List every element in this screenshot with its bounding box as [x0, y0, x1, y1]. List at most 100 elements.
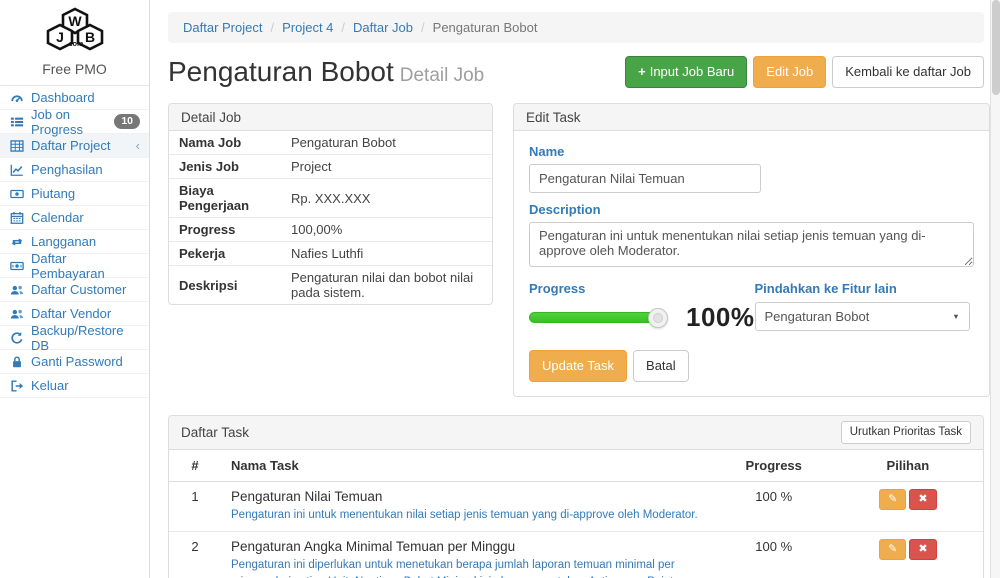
description-label: Description — [529, 202, 601, 217]
move-feature-label: Pindahkan ke Fitur lain — [754, 281, 897, 296]
progress-slider[interactable] — [529, 307, 668, 328]
detail-row-value: Nafies Luthfi — [281, 241, 492, 266]
sidebar-item-label: Daftar Customer — [31, 282, 127, 297]
svg-text:.com: .com — [66, 41, 82, 48]
breadcrumb-separator: / — [341, 20, 346, 35]
count-badge: 10 — [114, 114, 140, 129]
detail-row: Deskripsi Pengaturan nilai dan bobot nila… — [169, 266, 492, 305]
job-progress-icon — [9, 114, 24, 129]
page-title: Pengaturan Bobot Detail Job — [168, 56, 485, 87]
task-progress: 100 % — [714, 481, 833, 533]
sidebar-item-daftar-project[interactable]: Daftar Project ‹ — [0, 134, 149, 158]
detail-row-label: Nama Job — [169, 131, 281, 155]
app-logo: W J B .com Free PMO — [0, 0, 149, 86]
main-content: Daftar Project / Project 4 / Daftar Job / Peng… — [150, 0, 990, 578]
task-row: 2 Pengaturan Angka Minimal Temuan per Min… — [169, 531, 983, 578]
column-header-actions: Pilihan — [832, 450, 983, 483]
svg-text:W: W — [68, 13, 82, 29]
sidebar-item-dashboard[interactable]: Dashboard — [0, 86, 149, 110]
task-number: 2 — [169, 531, 221, 578]
detail-row-label: Jenis Job — [169, 154, 281, 179]
detail-row-value: Pengaturan nilai dan bobot nilai pada si… — [291, 270, 474, 300]
breadcrumb-separator: / — [270, 20, 275, 35]
breadcrumb-separator: / — [421, 20, 425, 35]
sidebar-item-label: Langganan — [31, 234, 97, 249]
detail-row: Biaya Pengerjaan Rp. XXX.XXX — [169, 178, 492, 218]
sidebar-item-calendar[interactable]: Calendar — [0, 206, 149, 230]
payment-money-icon — [9, 258, 24, 273]
edit-task-button[interactable]: ✎ — [879, 489, 907, 511]
detail-job-panel: Detail Job Nama Job Pengaturan Bobot Jenis… — [168, 103, 493, 305]
subscription-retweet-icon — [9, 234, 24, 249]
sidebar-item-label: Calendar — [31, 210, 84, 225]
backup-refresh-icon — [9, 330, 24, 345]
task-description: Pengaturan ini diperlukan untuk menetuka… — [231, 559, 675, 578]
plus-icon: + — [638, 64, 646, 80]
task-table: # Nama Task Progress Pilihan 1 Pengaturan… — [169, 450, 983, 578]
edit-job-button[interactable]: Edit Job — [753, 56, 827, 88]
task-name: Pengaturan Nilai Temuan — [231, 489, 383, 505]
sort-priority-button-top[interactable]: Urutkan Prioritas Task — [840, 420, 971, 445]
vertical-scrollbar[interactable] — [990, 0, 1000, 578]
column-header-progress: Progress — [714, 450, 833, 483]
sidebar-item-label: Backup/Restore DB — [31, 322, 124, 353]
task-description: Pengaturan ini untuk menentukan nilai se… — [231, 509, 698, 522]
batal-button[interactable]: Batal — [633, 350, 689, 382]
move-feature-select[interactable]: Pengaturan Bobot — [754, 302, 970, 331]
sidebar-item-daftar-customer[interactable]: Daftar Customer — [0, 278, 149, 302]
project-table-icon — [9, 138, 24, 153]
sidebar-item-keluar[interactable]: Keluar — [0, 374, 149, 398]
app-name: Free PMO — [42, 61, 107, 77]
sidebar-item-label: Piutang — [31, 186, 76, 201]
detail-row-value: Project — [281, 154, 492, 179]
breadcrumb-item-daftar-project[interactable]: Daftar Project — [183, 20, 263, 35]
sidebar-item-piutang[interactable]: Piutang — [0, 182, 149, 206]
sidebar-item-label: Ganti Password — [31, 354, 123, 369]
task-name-input[interactable] — [529, 164, 761, 193]
header-actions: + Input Job Baru Edit Job Kembali ke daftar… — [625, 56, 984, 88]
task-description-textarea[interactable]: Pengaturan ini untuk menentukan nilai se… — [529, 222, 974, 267]
input-job-baru-button[interactable]: + Input Job Baru — [625, 56, 748, 88]
progress-group: Progress 100% — [529, 272, 755, 333]
detail-row-value: 100,00% — [281, 217, 492, 242]
kembali-ke-daftar-job-button[interactable]: Kembali ke daftar Job — [832, 56, 984, 88]
update-task-button[interactable]: Update Task — [529, 350, 628, 382]
detail-row-label: Biaya Pengerjaan — [169, 178, 281, 218]
income-chart-icon — [9, 162, 24, 177]
task-progress: 100 % — [714, 531, 833, 578]
sidebar-item-label: Penghasilan — [31, 162, 103, 177]
detail-row-label: Deskripsi — [179, 277, 238, 293]
sidebar-item-langganan[interactable]: Langganan — [0, 230, 149, 254]
sidebar-item-job-on-progress[interactable]: Job on Progress 10 — [0, 107, 149, 137]
column-header-name: Nama Task — [221, 450, 715, 483]
sidebar-item-daftar-vendor[interactable]: Daftar Vendor — [0, 302, 149, 326]
detail-row-value: Pengaturan Bobot — [281, 131, 492, 155]
detail-row-label: Progress — [169, 217, 281, 242]
progress-slider-handle[interactable] — [648, 307, 668, 328]
edit-task-panel: Edit Task Name Description Pengaturan in… — [513, 103, 990, 397]
breadcrumb-item-project-4[interactable]: Project 4 — [282, 20, 334, 35]
receivable-money-icon — [9, 186, 24, 201]
svg-text:J: J — [56, 29, 64, 45]
sidebar-item-label: Daftar Project — [31, 138, 111, 153]
scrollbar-thumb[interactable] — [992, 0, 1000, 95]
progress-label: Progress — [529, 281, 586, 296]
sidebar-item-backup-restore-db[interactable]: Backup/Restore DB — [0, 322, 149, 353]
edit-task-button[interactable]: ✎ — [879, 539, 907, 561]
lock-icon — [9, 354, 24, 369]
detail-row: Pekerja Nafies Luthfi — [169, 241, 492, 266]
sidebar-item-daftar-pembayaran[interactable]: Daftar Pembayaran — [0, 250, 149, 281]
delete-task-button[interactable]: ✖ — [909, 489, 937, 511]
sidebar-item-ganti-password[interactable]: Ganti Password — [0, 350, 149, 374]
button-label: Edit Job — [766, 64, 814, 80]
detail-row: Nama Job Pengaturan Bobot — [169, 131, 492, 155]
logout-icon — [9, 378, 24, 393]
sidebar-item-label: Keluar — [31, 378, 69, 393]
delete-task-button[interactable]: ✖ — [909, 539, 937, 561]
task-row: 1 Pengaturan Nilai Temuan Pengaturan ini u… — [169, 481, 983, 533]
calendar-icon — [9, 210, 24, 225]
sidebar-item-penghasilan[interactable]: Penghasilan — [0, 158, 149, 182]
breadcrumb-item-daftar-job[interactable]: Daftar Job — [353, 20, 414, 35]
button-label: Kembali ke daftar Job — [845, 64, 971, 80]
sidebar-item-label: Daftar Pembayaran — [31, 250, 105, 281]
